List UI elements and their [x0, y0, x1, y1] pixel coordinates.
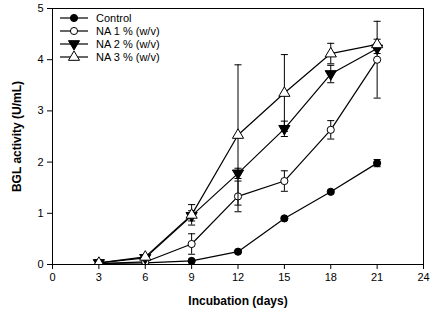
svg-text:NA 1 % (w/v): NA 1 % (w/v)	[96, 25, 160, 37]
svg-text:3: 3	[37, 104, 43, 116]
svg-text:21: 21	[371, 271, 383, 283]
svg-text:12: 12	[232, 271, 244, 283]
svg-text:0: 0	[37, 258, 43, 270]
svg-text:5: 5	[37, 2, 43, 14]
svg-text:Control: Control	[96, 12, 131, 24]
svg-text:15: 15	[278, 271, 290, 283]
svg-text:4: 4	[37, 53, 43, 65]
svg-text:3: 3	[96, 271, 102, 283]
svg-text:Incubation (days): Incubation (days)	[188, 294, 287, 308]
svg-text:0: 0	[49, 271, 55, 283]
svg-text:1: 1	[37, 207, 43, 219]
svg-text:24: 24	[417, 271, 429, 283]
svg-text:2: 2	[37, 156, 43, 168]
svg-text:9: 9	[189, 271, 195, 283]
svg-text:BGL activity (U/mL): BGL activity (U/mL)	[10, 81, 24, 192]
svg-text:6: 6	[142, 271, 148, 283]
svg-text:NA 3 % (w/v): NA 3 % (w/v)	[96, 51, 160, 63]
svg-text:18: 18	[325, 271, 337, 283]
svg-text:NA 2 % (w/v): NA 2 % (w/v)	[96, 38, 160, 50]
